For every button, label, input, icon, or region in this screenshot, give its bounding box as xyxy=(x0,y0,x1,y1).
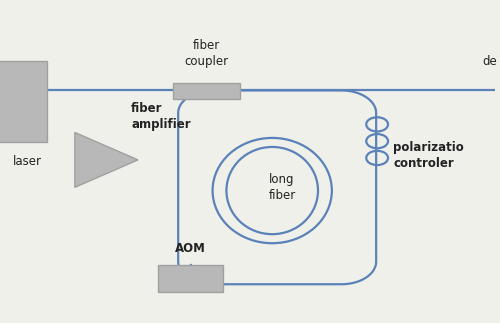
Text: AOM: AOM xyxy=(175,242,206,255)
FancyBboxPatch shape xyxy=(0,61,47,142)
Text: fiber
coupler: fiber coupler xyxy=(185,39,229,68)
FancyBboxPatch shape xyxy=(173,83,240,99)
Text: long
fiber: long fiber xyxy=(268,173,295,202)
Text: fiber
amplifier: fiber amplifier xyxy=(131,102,191,131)
Text: polarizatio
controler: polarizatio controler xyxy=(394,141,464,170)
Text: de: de xyxy=(482,55,498,68)
Polygon shape xyxy=(75,132,138,187)
Text: laser: laser xyxy=(12,155,42,168)
FancyBboxPatch shape xyxy=(158,265,222,292)
